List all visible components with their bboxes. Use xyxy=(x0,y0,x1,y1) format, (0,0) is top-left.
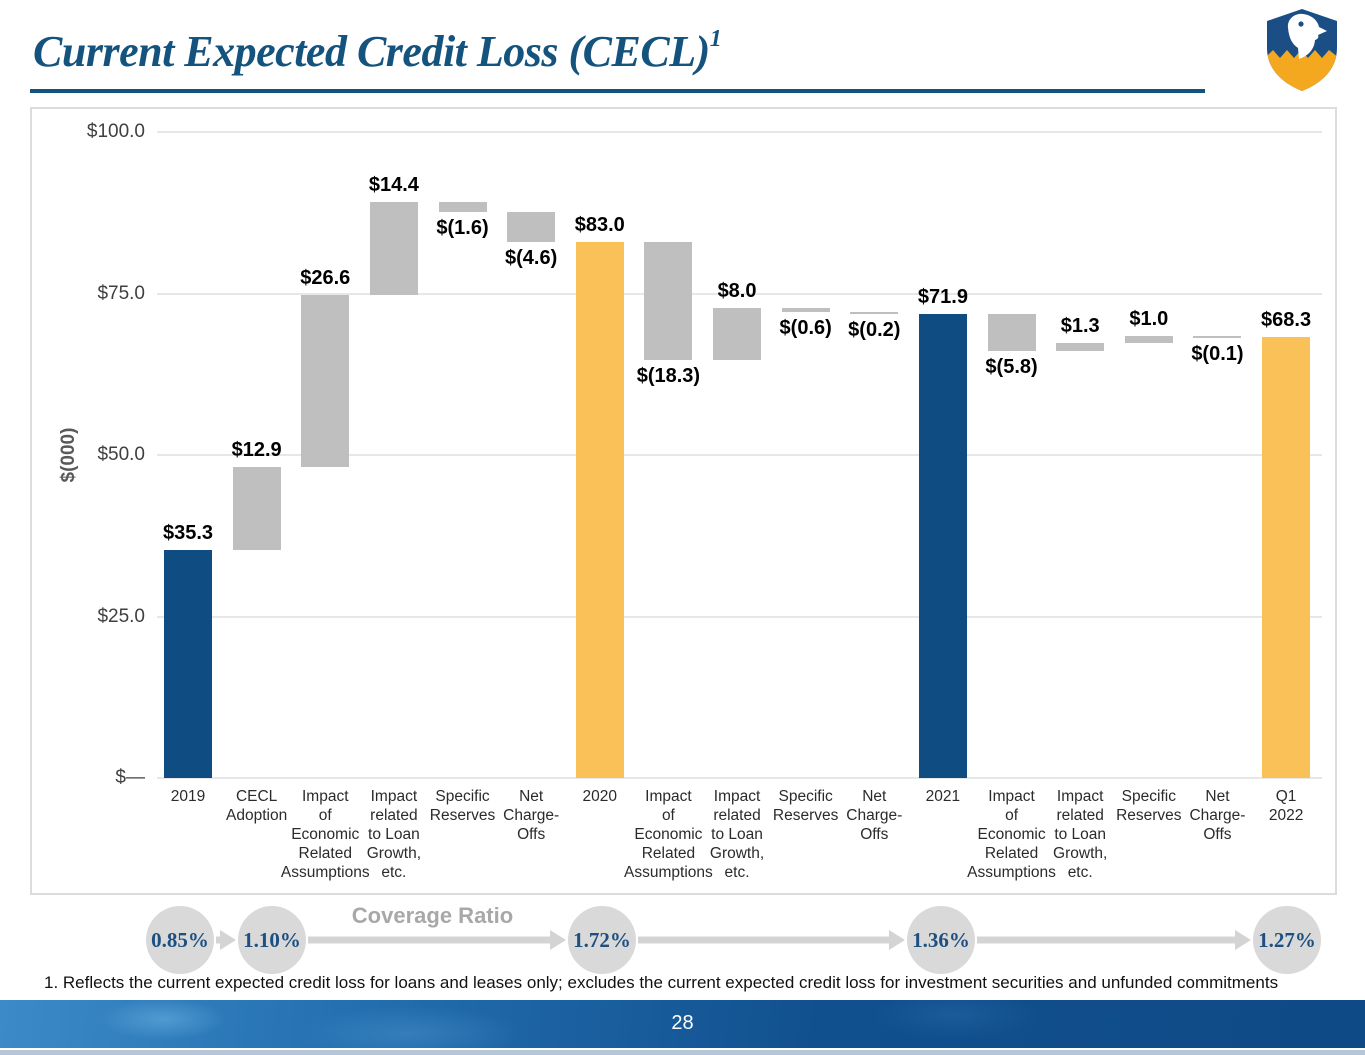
category-label: Specific Reserves xyxy=(772,788,839,824)
bar-value-label: $(1.6) xyxy=(436,217,489,240)
bar-value-label: $26.6 xyxy=(300,266,351,289)
coverage-ratio-label: Coverage Ratio xyxy=(351,903,514,928)
category-label: Net Charge- Offs xyxy=(846,788,903,843)
category-label: Impact of Economic Related Assumptions xyxy=(280,788,370,881)
bar xyxy=(987,313,1036,351)
bar-value-label: $(4.6) xyxy=(505,246,558,269)
footer-strip xyxy=(0,1048,1365,1055)
category-label: CECL Adoption xyxy=(226,788,288,824)
bar-value-label: $68.3 xyxy=(1261,308,1312,331)
coverage-arrows xyxy=(216,930,1251,950)
y-tick-label: $75.0 xyxy=(97,282,145,304)
bar-value-label: $1.3 xyxy=(1060,314,1100,337)
bar xyxy=(713,308,762,361)
bar-value-label: $35.3 xyxy=(162,521,214,544)
bar-value-label: $12.9 xyxy=(231,438,282,461)
coverage-ratio-value: 1.72% xyxy=(568,906,636,974)
bar xyxy=(575,241,624,778)
bar xyxy=(232,466,281,550)
bar-value-label: $83.0 xyxy=(574,213,625,236)
page-number: 28 xyxy=(671,1012,694,1034)
bar xyxy=(507,212,556,242)
waterfall-chart: $(000) $100.0 $75.0 $50.0 $25.0 $— $35.3 2019 $… xyxy=(30,107,1337,895)
bar xyxy=(1262,336,1311,778)
bar xyxy=(1124,336,1173,343)
bar xyxy=(781,308,830,313)
category-label: Impact of Economic Related Assumptions xyxy=(967,788,1056,881)
bar xyxy=(850,312,899,315)
bar-value-label: $71.9 xyxy=(917,285,968,308)
bar xyxy=(369,201,418,295)
page-title-text: Current Expected Credit Loss (CECL) xyxy=(33,27,710,76)
category-label: 2020 xyxy=(582,788,617,805)
y-tick-label: $25.0 xyxy=(97,605,145,627)
bar xyxy=(301,294,350,467)
y-tick-label: $50.0 xyxy=(97,444,145,465)
coverage-ratio-value: 1.36% xyxy=(907,906,975,974)
category-label: Impact of Economic Related Assumptions xyxy=(624,788,713,881)
category-label: Q1 2022 xyxy=(1268,788,1304,824)
bar-value-label: $8.0 xyxy=(717,280,757,303)
title-underline xyxy=(30,89,1205,93)
category-label: Impact related to Loan Growth, etc. xyxy=(709,788,765,881)
coverage-ratio-band: Coverage Ratio 0.85% 1.10% 1.72% 1.36% 1.27% xyxy=(0,898,1365,986)
gridline xyxy=(157,454,1322,456)
category-label: Specific Reserves xyxy=(429,788,496,824)
bar-value-label: $(5.8) xyxy=(985,355,1038,378)
bar xyxy=(164,549,212,778)
category-label: Net Charge- Offs xyxy=(503,788,560,843)
y-tick-label: $100.0 xyxy=(86,121,145,142)
gridline xyxy=(157,131,1322,133)
category-label: Impact related to Loan Growth, etc. xyxy=(366,788,421,881)
bar xyxy=(644,241,693,361)
page-title: Current Expected Credit Loss (CECL)1 xyxy=(33,26,722,77)
bar-value-label: $(18.3) xyxy=(636,365,701,388)
coverage-ratio-value: 1.10% xyxy=(238,906,306,974)
gridline xyxy=(157,615,1322,618)
gridline xyxy=(157,292,1322,295)
bar-value-label: $(0.2) xyxy=(848,319,901,342)
eagle-shield-logo-icon xyxy=(1267,9,1337,91)
category-label: 2019 xyxy=(170,788,206,805)
bar-value-label: $(0.6) xyxy=(779,317,832,340)
bar xyxy=(438,201,487,213)
bar xyxy=(918,313,967,778)
coverage-ratio-value: 0.85% xyxy=(146,906,214,974)
bar xyxy=(1056,342,1105,351)
category-label: 2021 xyxy=(925,788,961,805)
gridline xyxy=(157,777,1322,779)
category-label: Specific Reserves xyxy=(1116,788,1182,824)
bar-value-label: $(0.1) xyxy=(1191,343,1244,366)
y-tick-label: $— xyxy=(115,767,145,788)
footnote: 1. Reflects the current expected credit … xyxy=(44,973,1279,992)
bar-value-label: $1.0 xyxy=(1129,308,1169,331)
footer-band: 28 xyxy=(0,1000,1365,1048)
bar xyxy=(1193,336,1242,339)
category-label: Impact related to Loan Growth, etc. xyxy=(1053,788,1108,881)
category-label: Net Charge- Offs xyxy=(1189,788,1246,843)
page-title-footnote-marker: 1 xyxy=(709,26,722,53)
coverage-ratio-value: 1.27% xyxy=(1253,906,1321,974)
bar-value-label: $14.4 xyxy=(368,173,419,196)
